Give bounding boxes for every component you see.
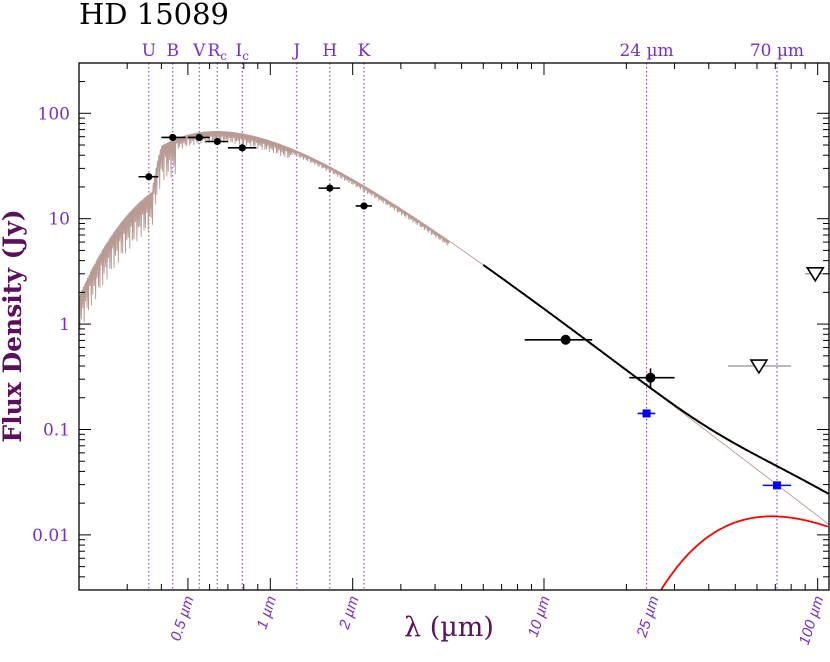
photometry-marker-4 bbox=[238, 144, 246, 152]
y-tick-label: 10 bbox=[48, 210, 70, 230]
band-label-b: B bbox=[166, 41, 179, 61]
band-lines: U B V Rc Ic J H K 24 µm 70 µm bbox=[142, 41, 804, 590]
band-label-70-m: 70 µm bbox=[750, 41, 804, 61]
x-tick-label: 25 µm bbox=[633, 594, 662, 640]
axes: 100 10 1 0.1 0.01 0.5 µm 1 µm 2 µm 10 µm 25 µm 100… bbox=[32, 63, 829, 647]
band-label-v: V bbox=[192, 41, 206, 61]
dust-model bbox=[660, 515, 829, 591]
band-label-k: K bbox=[358, 41, 371, 61]
band-label-j: J bbox=[291, 41, 300, 61]
y-tick-label: 0.1 bbox=[43, 420, 70, 440]
y-tick-label: 1 bbox=[59, 315, 70, 335]
photometry-marker-3 bbox=[213, 137, 221, 146]
y-tick-label: 100 bbox=[38, 104, 70, 124]
x-tick-label: 1 µm bbox=[254, 594, 281, 631]
data-points bbox=[138, 133, 829, 490]
prediction-marker-0 bbox=[642, 409, 651, 418]
band-label-h: H bbox=[322, 41, 337, 61]
mid-ir-detections-marker-0 bbox=[560, 334, 571, 345]
y-tick-label: 0.01 bbox=[32, 526, 70, 546]
chart-title: HD 15089 bbox=[79, 0, 229, 31]
model-curves bbox=[78, 131, 830, 591]
total-model bbox=[482, 264, 830, 495]
band-label-24-m: 24 µm bbox=[619, 41, 673, 61]
photometry-marker-2 bbox=[195, 133, 203, 142]
photometry-marker-6 bbox=[360, 202, 368, 210]
x-tick-label: 0.5 µm bbox=[167, 594, 197, 643]
photometry-marker-1 bbox=[169, 133, 177, 142]
y-axis-label: Flux Density (Jy) bbox=[0, 209, 27, 442]
band-label-ic: Ic bbox=[236, 41, 250, 63]
prediction-marker-1 bbox=[772, 481, 781, 490]
upper-limit-marker-0 bbox=[749, 359, 769, 375]
mid-ir-detections-marker-1 bbox=[645, 372, 656, 383]
upper-limit-marker-1 bbox=[805, 267, 825, 283]
photosphere-model bbox=[78, 131, 829, 525]
band-label-u: U bbox=[142, 41, 156, 61]
photometry-marker-5 bbox=[326, 184, 334, 192]
band-label-rc: Rc bbox=[207, 41, 227, 63]
plot-frame bbox=[78, 62, 830, 591]
x-tick-label: 10 µm bbox=[525, 594, 554, 639]
photometry-marker-0 bbox=[145, 173, 153, 181]
x-tick-label: 100 µm bbox=[796, 594, 828, 647]
x-tick-label: 2 µm bbox=[336, 594, 363, 632]
x-axis-label: λ (µm) bbox=[404, 612, 494, 643]
